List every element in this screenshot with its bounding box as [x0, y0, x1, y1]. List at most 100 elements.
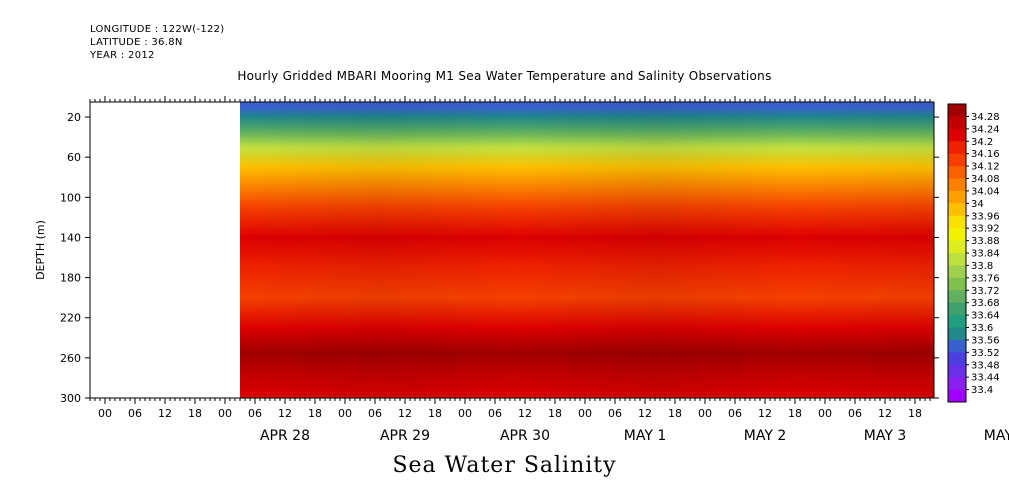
x-date-label: MAY 1	[624, 428, 666, 444]
colorbar-swatch	[948, 228, 966, 242]
colorbar-label: 33.64	[971, 311, 1000, 322]
colorbar-swatch	[948, 253, 966, 266]
colorbar-label: 34.04	[971, 186, 1000, 197]
colorbar-label: 33.4	[971, 385, 993, 396]
x-hour-label: 18	[548, 407, 562, 420]
x-date-label: APR 28	[260, 428, 310, 444]
colorbar-swatch	[948, 128, 966, 142]
y-tick-label: 180	[60, 272, 81, 285]
colorbar-label: 33.96	[971, 211, 1000, 222]
colorbar-label: 33.68	[971, 298, 1000, 309]
x-hour-label: 06	[248, 407, 262, 420]
colorbar-swatch	[948, 203, 966, 217]
colorbar-label: 34.12	[971, 162, 1000, 173]
colorbar-swatch	[948, 315, 966, 328]
y-tick-label: 140	[60, 231, 81, 244]
colorbar-swatch	[948, 153, 966, 167]
colorbar-swatch	[948, 141, 966, 155]
x-axis: 00 06 12 18 00 06 12 18 00 06 12 18 00 06 12 18 00 06 12 18…	[89, 96, 1009, 444]
x-hour-label: 00	[578, 407, 592, 420]
y-axis: 20 60 100 140 180 220 260 300	[60, 111, 939, 405]
colorbar-label: 34.2	[971, 137, 993, 148]
x-hour-label: 18	[308, 407, 322, 420]
colorbar-swatch	[948, 364, 966, 378]
colorbar-swatch	[948, 265, 966, 279]
x-hour-label: 00	[98, 407, 112, 420]
y-tick-label: 300	[60, 392, 81, 405]
colorbar-swatch	[948, 178, 966, 192]
x-hour-label: 12	[638, 407, 652, 420]
colorbar-label: 33.8	[971, 261, 993, 272]
plot-frame	[89, 101, 935, 399]
colorbar-swatch	[948, 302, 966, 316]
x-date-label: APR 30	[500, 428, 550, 444]
x-hour-label: 06	[728, 407, 742, 420]
colorbar-label: 33.6	[971, 323, 993, 334]
y-tick-label: 220	[60, 312, 81, 325]
colorbar-label: 33.44	[971, 373, 1000, 384]
y-tick-label: 60	[67, 151, 81, 164]
colorbar-swatch	[948, 215, 966, 229]
colorbar-swatch	[948, 352, 966, 366]
x-date-label: MAY 2	[744, 428, 786, 444]
colorbar-label: 33.84	[971, 249, 1000, 260]
colorbar-swatch	[948, 116, 966, 130]
x-date-label: APR 29	[380, 428, 430, 444]
x-date-label: MAY 3	[864, 428, 906, 444]
salinity-variation-overlay	[240, 102, 934, 398]
x-hour-label: 12	[158, 407, 172, 420]
x-hour-label: 00	[818, 407, 832, 420]
x-hour-label: 00	[338, 407, 352, 420]
colorbar-label: 34	[971, 199, 984, 210]
x-hour-label: 18	[188, 407, 202, 420]
y-tick-label: 260	[60, 352, 81, 365]
colorbar-label: 33.72	[971, 286, 1000, 297]
colorbar-swatch	[948, 327, 966, 341]
colorbar-label: 33.88	[971, 236, 1000, 247]
x-hour-label: 06	[368, 407, 382, 420]
x-hour-label: 00	[218, 407, 232, 420]
x-hour-label: 12	[878, 407, 892, 420]
y-tick-label: 100	[60, 191, 81, 204]
colorbar-swatch	[948, 166, 966, 179]
colorbar-label: 33.76	[971, 273, 1000, 284]
x-hour-label: 06	[608, 407, 622, 420]
y-axis-label: DEPTH (m)	[34, 220, 47, 280]
colorbar-label: 34.08	[971, 174, 1000, 185]
x-hour-label: 00	[698, 407, 712, 420]
colorbar-swatch	[948, 277, 966, 291]
y-tick-label: 20	[67, 111, 81, 124]
x-hour-label: 12	[278, 407, 292, 420]
colorbar-label: 34.16	[971, 149, 1000, 160]
x-hour-label: 18	[908, 407, 922, 420]
x-date-label: MAY 4	[984, 428, 1009, 444]
colorbar-swatch	[948, 290, 966, 304]
colorbar-swatch	[948, 339, 966, 353]
x-hour-label: 06	[488, 407, 502, 420]
colorbar-label: 33.92	[971, 224, 1000, 235]
latitude-label: LATITUDE : 36.8N	[90, 37, 183, 48]
x-hour-label: 00	[458, 407, 472, 420]
colorbar-label: 33.52	[971, 348, 1000, 359]
x-hour-label: 12	[398, 407, 412, 420]
colorbar-label: 33.48	[971, 360, 1000, 371]
colorbar: 34.2834.2434.234.1634.1234.0834.043433.9…	[947, 103, 1000, 403]
colorbar-swatch	[948, 389, 966, 403]
year-label: YEAR : 2012	[90, 50, 155, 61]
colorbar-label: 34.28	[971, 112, 1000, 123]
x-hour-label: 06	[848, 407, 862, 420]
chart-title: Hourly Gridded MBARI Mooring M1 Sea Wate…	[237, 69, 772, 83]
colorbar-swatch	[948, 240, 966, 254]
colorbar-swatch	[948, 104, 966, 117]
longitude-label: LONGITUDE : 122W(-122)	[90, 24, 225, 35]
x-hour-label: 18	[788, 407, 802, 420]
salinity-field	[240, 102, 934, 398]
x-hour-label: 12	[518, 407, 532, 420]
x-hour-label: 06	[128, 407, 142, 420]
plot-border	[89, 101, 935, 399]
colorbar-label: 34.24	[971, 124, 1000, 135]
colorbar-label: 33.56	[971, 335, 1000, 346]
colorbar-swatch	[948, 377, 966, 391]
x-hour-label: 12	[758, 407, 772, 420]
x-hour-label: 18	[428, 407, 442, 420]
